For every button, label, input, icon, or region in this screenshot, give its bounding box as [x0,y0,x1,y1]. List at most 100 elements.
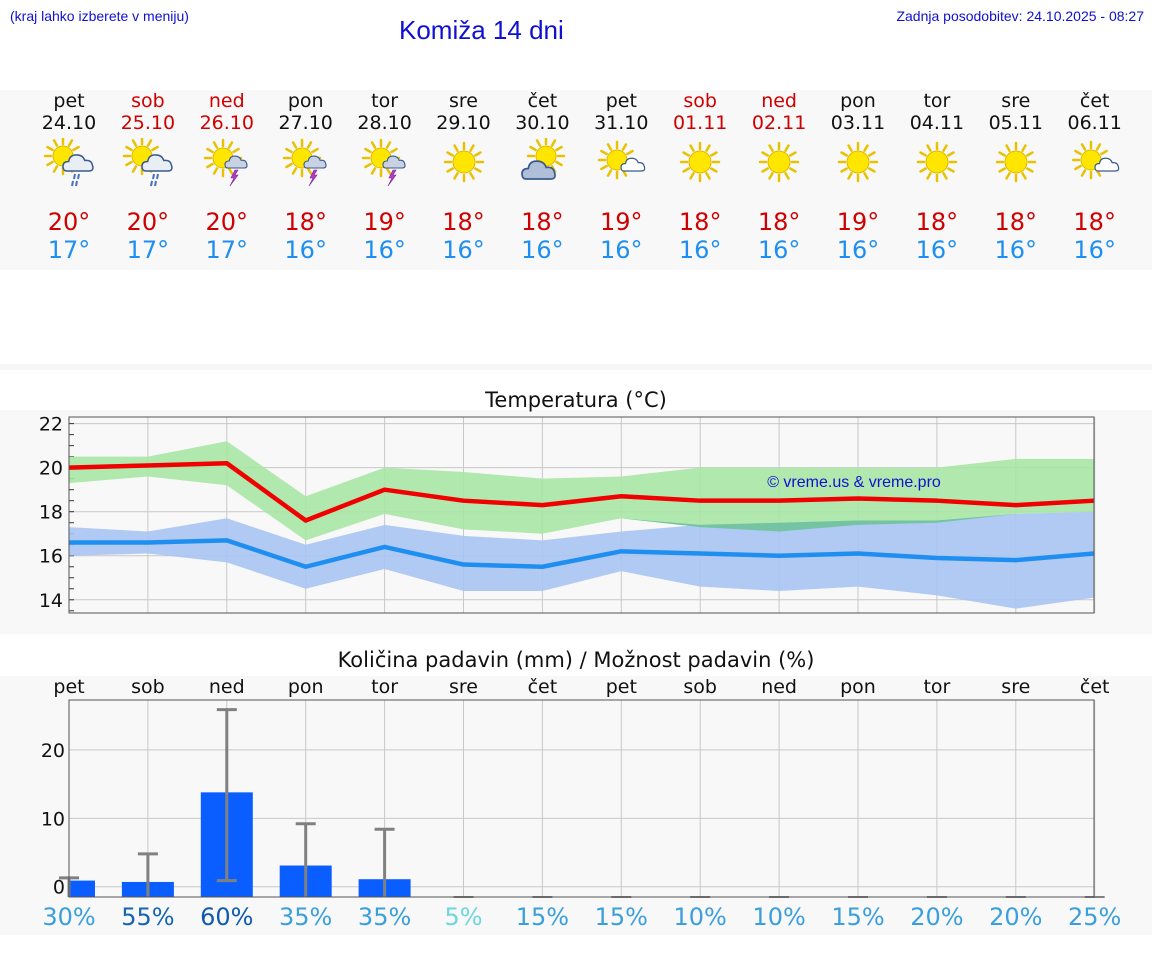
day-date: 02.11 [751,112,807,134]
day-column: sob 25.10 20° 17° [108,90,188,264]
day-date: 05.11 [988,112,1043,134]
x-category-label: pet [606,676,637,698]
weather-icon-slot [108,134,188,208]
day-date: 03.11 [830,112,886,134]
x-category-label: pet [53,676,84,698]
day-name: sob [683,90,717,112]
day-column: čet 06.11 18° 16° [1055,90,1135,264]
day-name: ned [208,90,245,112]
page-title: Komiža 14 dni [399,15,564,45]
day-column: ned 26.10 20° 17° [187,90,267,264]
day-date: 30.10 [515,112,570,134]
day-name: pet [605,90,637,112]
day-date: 27.10 [278,112,333,134]
max-temperature: 18° [915,208,959,236]
weather-icon-slot [345,134,425,208]
day-column: sre 05.11 18° 16° [976,90,1056,264]
day-name: ned [761,90,797,112]
plot-frame [68,416,1095,614]
location-menu-hint[interactable]: (kraj lahko izberete v meniju) [10,8,189,24]
cloud-shape [1094,157,1119,172]
x-category-label: sre [1001,676,1030,698]
precipitation-probability: 60% [200,903,254,931]
band-overlap [69,476,1094,541]
min-temperature-line [69,538,1095,570]
y-tick-label: 16 [39,546,63,568]
sun-icon [916,141,958,183]
precipitation-probability: 15% [594,903,648,931]
day-column: sre 29.10 18° 16° [424,90,504,264]
min-temperature: 16° [284,236,327,264]
weather-icon-slot [1055,134,1135,208]
day-date: 31.10 [594,112,649,134]
max-temperature: 18° [678,208,722,236]
sun-cloud-icon [521,138,566,180]
error-bar [216,708,237,883]
min-temperature: 16° [994,236,1038,264]
sun-small-cloud-icon [1071,140,1119,180]
sun-shape [916,141,958,183]
sun-shape [679,141,721,183]
precipitation-bar [69,880,95,897]
max-range-band [69,441,1094,541]
day-name: čet [527,90,558,112]
precipitation-probability: 20% [910,903,964,931]
day-date: 28.10 [357,112,412,134]
x-category-label: sob [131,676,165,698]
precipitation-probability: 35% [279,903,333,931]
day-column: pet 31.10 19° 16° [581,90,661,264]
x-category-label: pon [288,676,324,698]
y-tick-label: 18 [39,502,63,524]
cloud-shape [620,157,646,172]
cloud-shape [303,155,327,169]
day-date: 01.11 [672,112,728,134]
precipitation-probability: 25% [1068,903,1122,931]
min-temperature: 17° [205,236,249,264]
sun-shape [995,141,1037,183]
y-tick-label: 0 [53,877,65,899]
precipitation-chart-title: Količina padavin (mm) / Možnost padavin … [337,648,815,672]
precipitation-probability: 15% [515,903,570,931]
precipitation-probability: 55% [121,903,175,931]
sun-shape [443,141,484,183]
max-temperature: 19° [363,208,406,236]
y-tick-label: 10 [41,808,65,830]
precipitation-chart: pet sob ned pon tor sre čet pet sob ned pon tor sre č… [41,676,1110,899]
day-column: čet 30.10 18° 16° [502,90,582,264]
daily-forecast-strip [0,90,1152,270]
precipitation-probability: 30% [42,903,96,931]
x-category-label: sre [449,676,478,698]
watermark: © vreme.us & vreme.pro [767,474,941,491]
day-column: ned 02.11 18° 16° [739,90,819,264]
min-temperature: 16° [836,236,880,264]
min-temperature: 16° [363,236,406,264]
sun-shape [837,141,879,183]
rain-drops [71,173,80,187]
weather-icon-slot [424,134,504,208]
x-category-label: pon [840,676,876,698]
day-name: čet [1079,90,1110,112]
weather-icon-slot [502,134,582,208]
weather-icon-slot [581,134,661,208]
weather-icon-slot [187,134,267,208]
day-name: pet [53,90,85,112]
precipitation-probability: 10% [752,903,806,931]
sun-thunder-icon [361,138,406,187]
sun-icon [443,141,484,183]
day-date: 24.10 [41,112,97,134]
sun-icon [837,141,879,183]
max-temperature: 18° [757,208,801,236]
max-temperature: 19° [600,208,643,236]
max-temperature-line [68,460,1095,523]
weather-icon-slot [29,134,109,208]
y-tick-label: 14 [39,590,63,612]
day-column: tor 28.10 19° 16° [345,90,425,264]
x-category-label: ned [209,676,245,698]
cloud-shape [62,154,94,172]
y-tick-label: 22 [39,414,63,436]
weather-icon-slot [739,134,819,208]
max-temperature: 20° [205,208,249,236]
precipitation-probability: 10% [673,903,727,931]
weather-icon-slot [266,134,346,208]
min-temperature: 16° [600,236,643,264]
